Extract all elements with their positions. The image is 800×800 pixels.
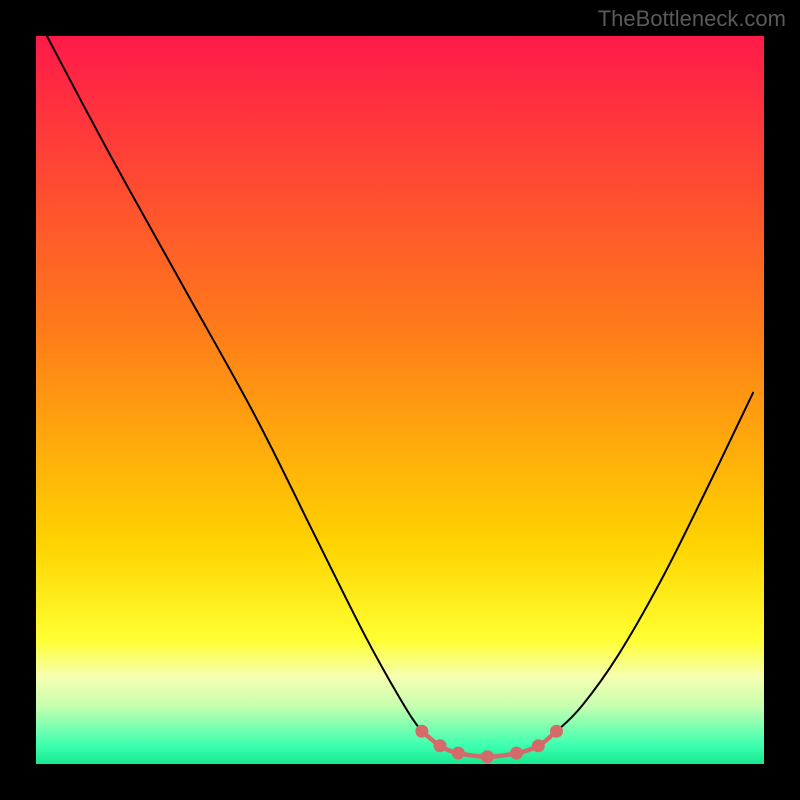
watermark-text: TheBottleneck.com [598, 6, 786, 32]
marker-dot [481, 750, 494, 763]
marker-dot [415, 725, 428, 738]
marker-dot [510, 747, 523, 760]
marker-dot [532, 739, 545, 752]
chart-plot-area [36, 36, 764, 764]
chart-svg [36, 36, 764, 764]
marker-dot [452, 747, 465, 760]
bottleneck-curve [47, 36, 753, 757]
marker-dot [550, 725, 563, 738]
marker-dot [434, 739, 447, 752]
